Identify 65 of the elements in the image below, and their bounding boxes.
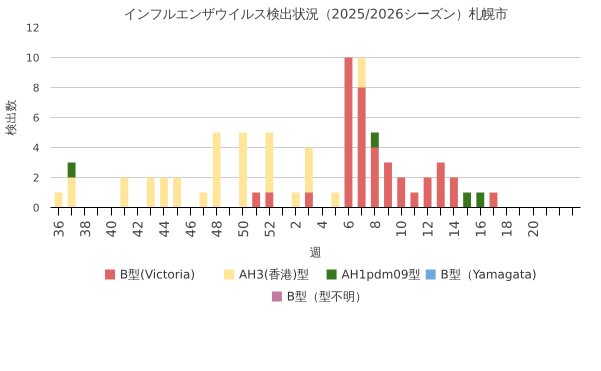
x-tick-label: 20 [527,220,542,238]
bar [199,192,208,208]
x-tick-label: 12 [422,220,437,238]
x-tick-label: 50 [236,220,252,238]
bar [212,132,221,208]
legend-label: B型(Victoria) [120,268,196,282]
x-tick-label: 2 [290,220,305,229]
x-tick-label: 48 [210,220,226,238]
x-tick-label: 10 [395,220,410,238]
y-tick-label: 4 [32,142,40,154]
x-tick-label: 46 [184,220,200,238]
x-tick-label: 8 [368,220,384,229]
y-tick-label: 8 [32,82,40,94]
x-tick-label: 44 [158,220,173,238]
x-tick-label: 42 [132,220,147,238]
y-tick-label: 2 [32,172,40,184]
bar [358,88,366,208]
x-tick-label: 14 [448,220,463,238]
legend-label: AH3(香港)型 [238,268,310,282]
y-tick-label: 10 [26,52,40,64]
bar [265,192,274,208]
bar [252,192,260,208]
legend-label: AH1pdm09型 [341,268,421,282]
x-tick-label: 38 [78,220,94,238]
x-tick-label: 6 [342,220,358,229]
bar [450,178,458,208]
y-tick-label: 6 [32,112,40,124]
bar [370,132,379,148]
x-tick-label: 16 [474,220,490,238]
y-tick-label: 12 [26,22,40,34]
bar [146,178,155,208]
bar [344,58,352,208]
bar [120,178,128,208]
bar [490,192,498,208]
x-tick-label: 52 [263,220,278,238]
bar [54,192,62,208]
legend-label: B型（Yamagata) [440,268,537,282]
bar [358,58,366,88]
x-tick-label: 36 [52,220,68,238]
bar [173,178,182,208]
bar [160,178,168,208]
bar [304,192,313,208]
chart-title: インフルエンザウイルス検出状況（2025/2026シーズン）札幌市 [123,8,508,22]
legend-label: B型（型不明） [286,290,368,304]
x-axis-title: 週 [310,245,322,260]
bar [410,192,418,208]
bar [463,192,472,208]
bar [239,132,247,208]
bar [476,192,484,208]
bar [292,192,300,208]
y-axis-title: 検出数 [4,100,18,136]
bar [331,192,340,208]
bar [304,148,313,192]
bar [436,162,445,208]
bar [424,178,432,208]
x-tick-label: 18 [500,220,516,238]
bar [370,148,379,208]
x-tick-label: 4 [316,220,332,229]
bar [384,162,392,208]
bar [265,132,274,192]
y-tick-label: 0 [32,202,40,214]
bar [397,178,406,208]
bar [68,162,76,178]
bar [68,178,76,208]
x-tick-label: 40 [105,220,120,238]
